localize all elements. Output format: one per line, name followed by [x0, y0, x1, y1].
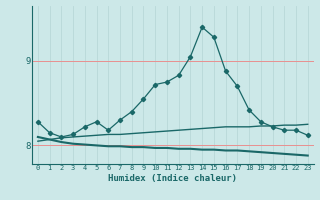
X-axis label: Humidex (Indice chaleur): Humidex (Indice chaleur): [108, 174, 237, 183]
